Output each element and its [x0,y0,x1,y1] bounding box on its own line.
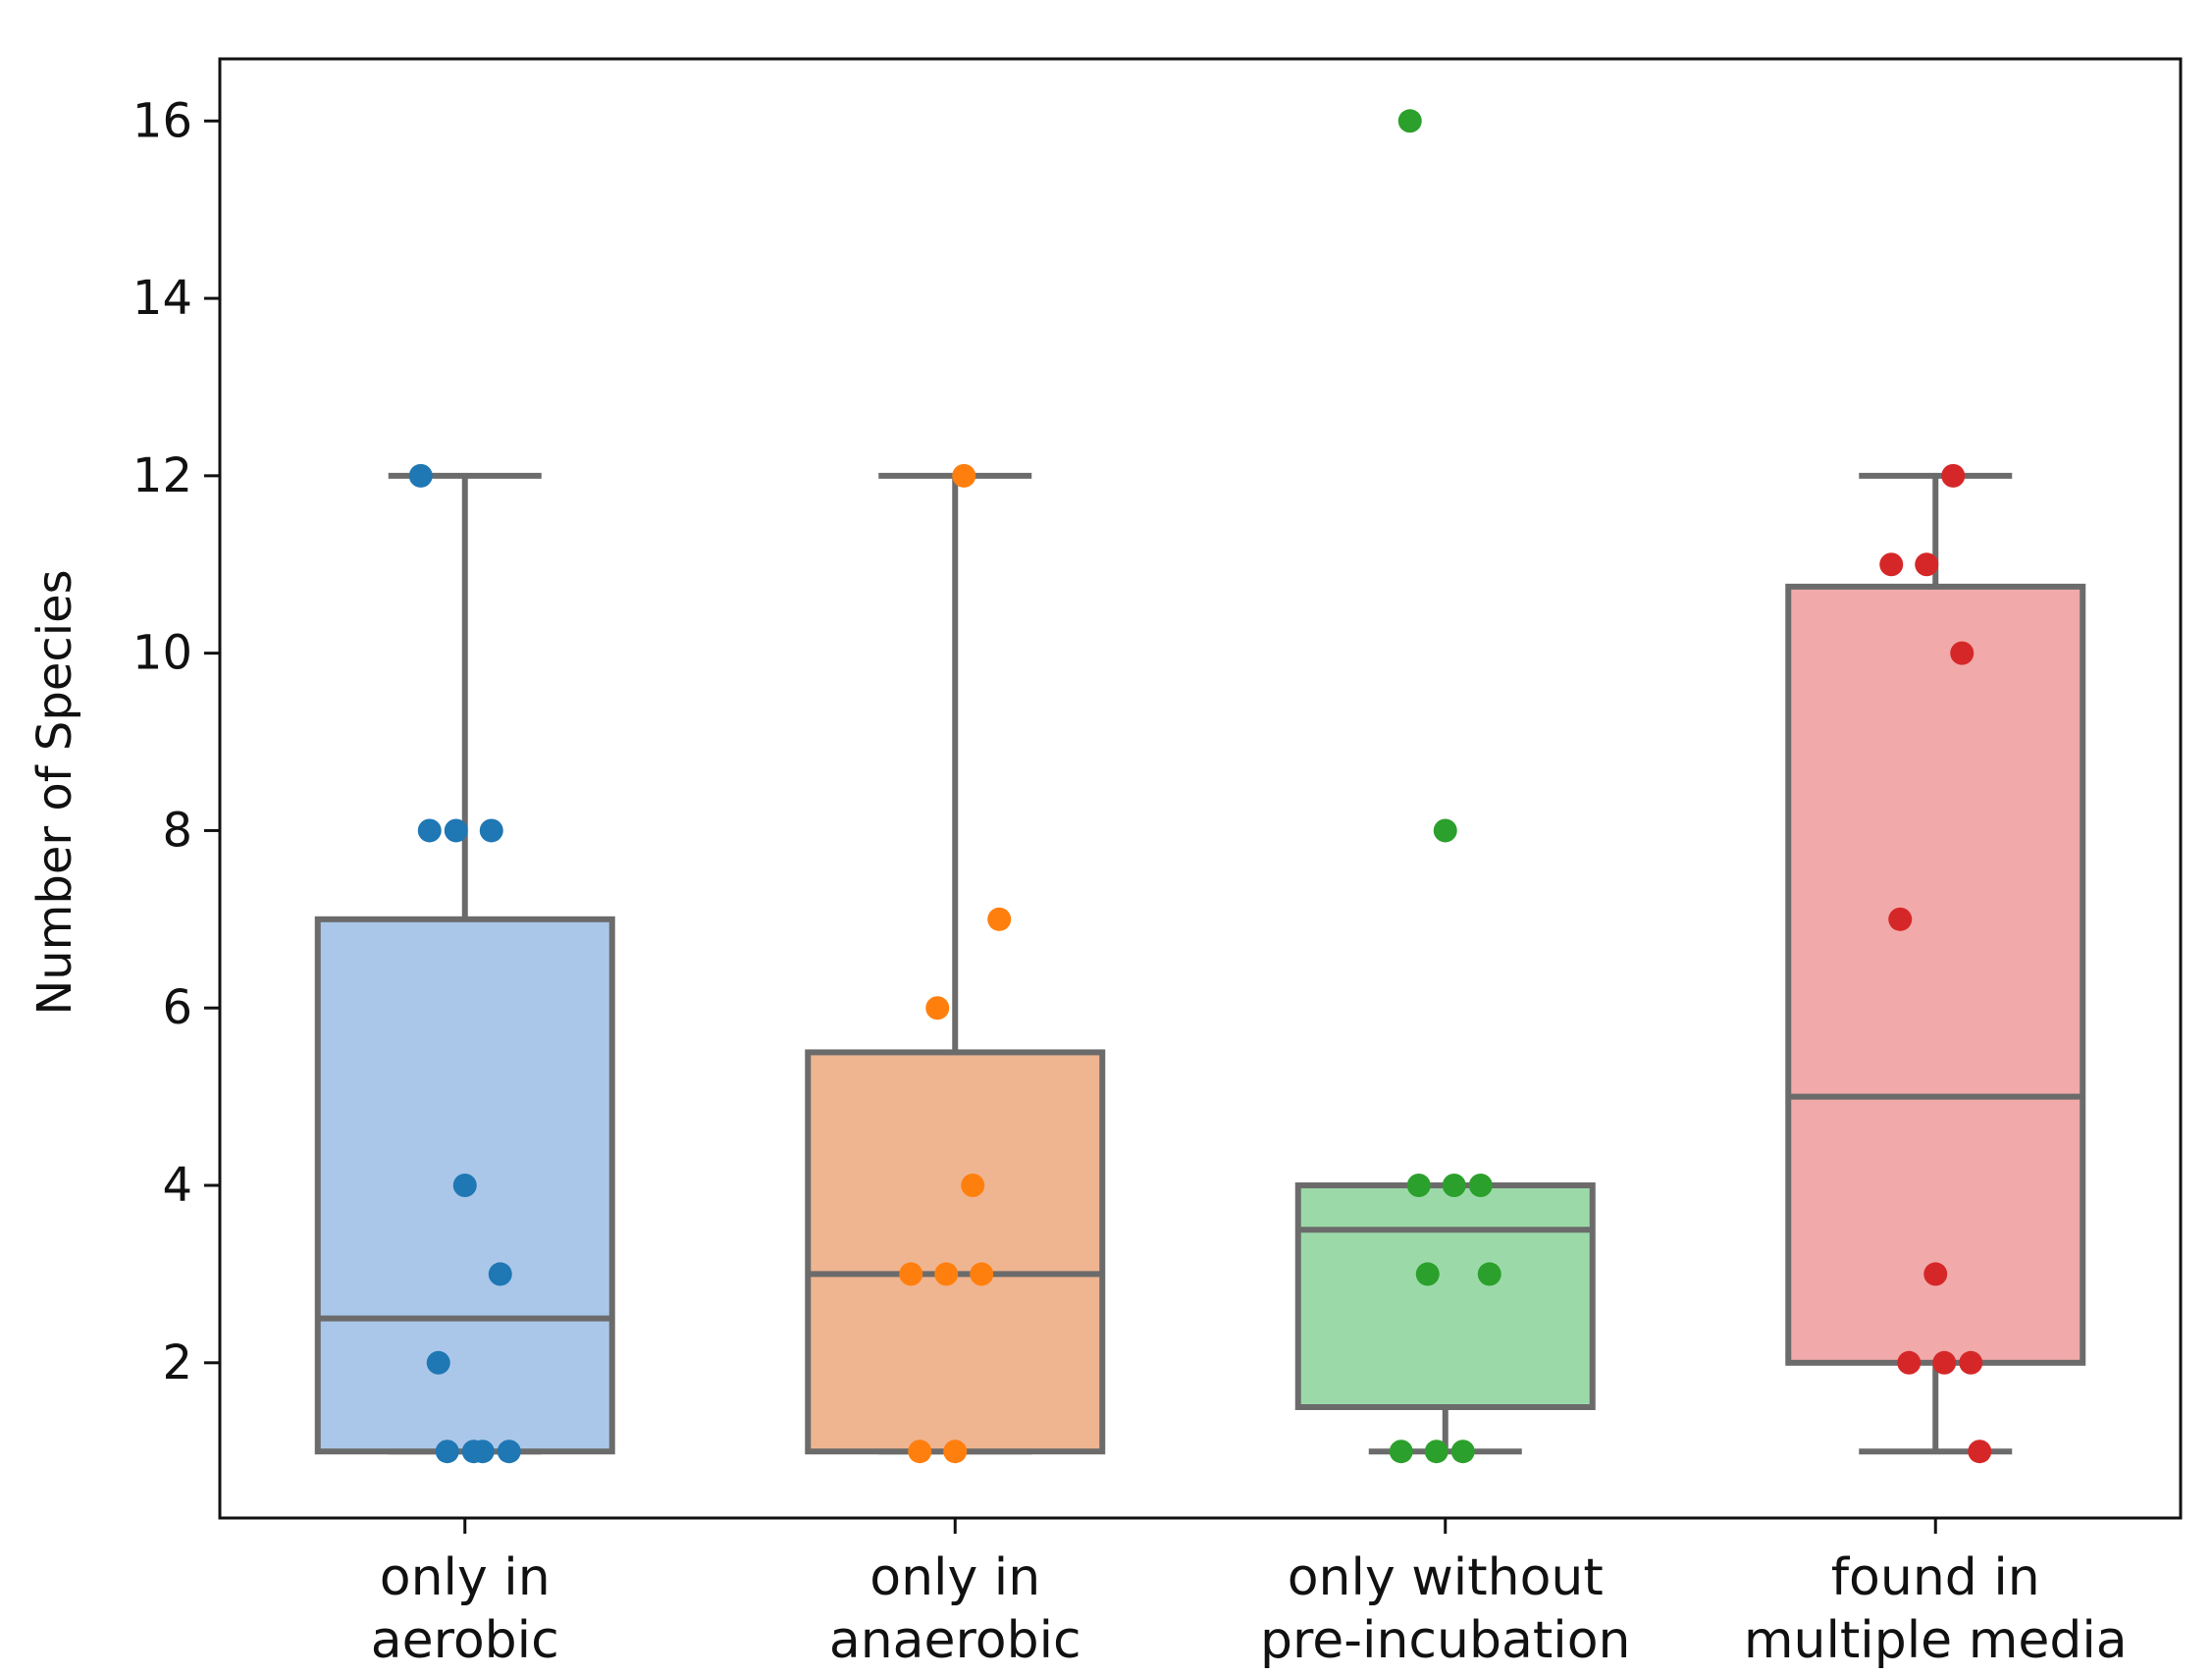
x-tick-label-line2: aerobic [371,1611,559,1670]
data-point [408,463,433,488]
y-tick-label: 6 [162,980,192,1035]
x-tick-label-line2: anaerobic [829,1611,1081,1670]
y-tick-label: 4 [162,1158,192,1213]
data-point [1397,109,1422,133]
plot-frame [218,57,2183,1520]
y-tick-label: 2 [162,1335,192,1390]
data-point [435,1439,459,1464]
box [1785,583,2086,1366]
data-point [1897,1350,1922,1375]
data-point [1888,907,1913,931]
y-axis-title: Number of Species [27,569,82,1015]
data-point [1477,1262,1501,1286]
y-tick-label: 14 [132,271,192,326]
data-point [961,1174,985,1198]
data-point [417,818,442,843]
data-point [1415,1262,1440,1286]
y-tick-label: 12 [132,448,192,503]
data-point [426,1350,450,1375]
y-tick-label: 16 [132,93,192,148]
data-point [1941,463,1966,488]
data-point [934,1262,959,1286]
x-tick-label-line2: pre-incubation [1260,1611,1630,1670]
y-tick-label: 8 [162,803,192,858]
x-tick-label-line2: multiple media [1744,1611,2128,1670]
data-point [970,1262,994,1286]
data-point [1389,1439,1413,1464]
data-point [1450,1439,1475,1464]
box [805,1049,1106,1455]
x-tick-label-line1: only without [1288,1548,1604,1607]
data-point [1950,641,1975,665]
data-point [1959,1350,1983,1375]
x-tick-label-line1: only in [869,1548,1040,1607]
data-point [908,1439,932,1464]
data-point [479,818,503,843]
data-point [452,1174,477,1198]
data-point [1468,1174,1493,1198]
data-point [987,907,1012,931]
y-tick-label: 10 [132,626,192,681]
data-point [899,1262,923,1286]
data-point [1932,1350,1957,1375]
data-point [952,463,976,488]
data-point [1433,818,1457,843]
data-point [1968,1439,1992,1464]
data-point [943,1439,968,1464]
box [1294,1182,1596,1411]
data-point [1442,1174,1466,1198]
data-point [488,1262,512,1286]
data-point [925,996,950,1021]
data-point [1915,552,1939,577]
data-point [1406,1174,1431,1198]
data-point [470,1439,495,1464]
x-tick-label-line1: only in [380,1548,551,1607]
data-point [1424,1439,1448,1464]
data-point [497,1439,521,1464]
data-point [1879,552,1904,577]
data-point [1923,1262,1948,1286]
x-tick-label-line1: found in [1831,1548,2040,1607]
data-point [444,818,468,843]
